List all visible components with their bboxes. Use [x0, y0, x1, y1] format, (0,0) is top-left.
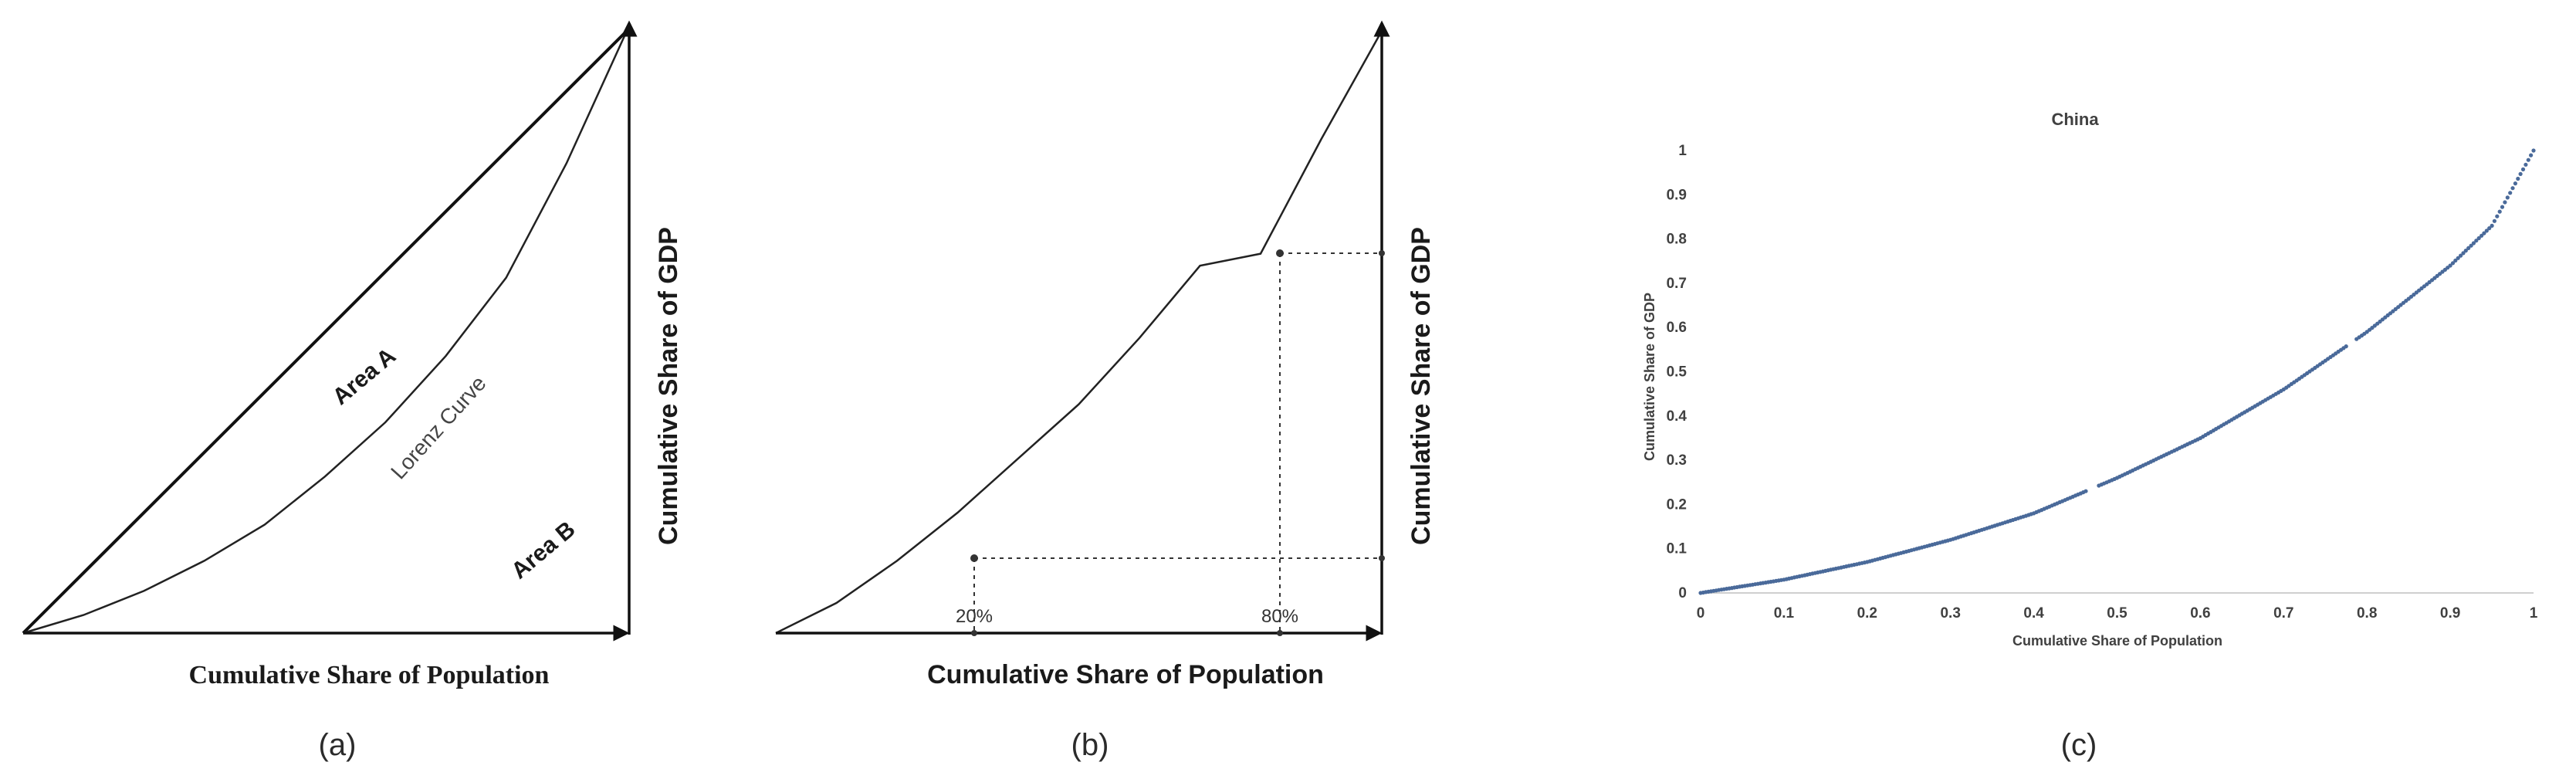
panel-c-data-point	[2510, 186, 2515, 191]
panel-c-data-point	[2476, 235, 2481, 241]
panel-c-x-tick-label: 0	[1697, 605, 1705, 622]
panel-b-axis-point-low	[1379, 555, 1385, 561]
panel-c-data-point	[2344, 344, 2348, 349]
panel-c-y-tick-label: 0.3	[1667, 452, 1687, 469]
panel-c-y-tick-label: 0.9	[1667, 187, 1687, 203]
panel-c-x-tick-label: 0.7	[2273, 605, 2293, 622]
panel-c-x-tick-label: 0.5	[2107, 605, 2127, 622]
panel-c-data-point	[2526, 157, 2530, 162]
panel-c: China 0 0.1 0.2 0.3 0.4 0.5 0.6 0.7 0.8 0.9 1 0 0.1…	[1642, 110, 2538, 762]
panel-c-y-tick-label: 0.1	[1667, 541, 1687, 557]
panel-b-curve	[775, 30, 1383, 635]
panel-c-data-point	[2450, 261, 2456, 266]
panel-a-area-a-label: Area A	[328, 343, 401, 410]
panel-c-data-point	[2490, 223, 2494, 228]
panel-b-caption: (b)	[1071, 728, 1109, 762]
panel-c-x-tick-label: 0.3	[1940, 605, 1960, 622]
panel-c-data-point	[2484, 229, 2489, 233]
panel-a-lorenz-curve	[22, 30, 628, 635]
panel-a-area-b-label: Area B	[506, 517, 580, 584]
panel-c-x-axis-label: Cumulative Share of Population	[2012, 633, 2222, 649]
panel-c-data-point	[2518, 171, 2523, 176]
panel-b-axis-point-high	[1379, 250, 1385, 256]
panel-c-data-point	[2466, 246, 2471, 250]
panel-c-data-point	[2492, 218, 2496, 223]
panel-c-y-axis-label: Cumulative Share of GDP	[1642, 293, 1657, 461]
panel-a-y-axis-label: Cumulative Share of GDP	[654, 227, 683, 545]
panel-c-y-tick-label: 0.7	[1667, 276, 1687, 292]
panel-c-y-tick-label: 0.4	[1667, 408, 1687, 425]
panel-c-data-point	[2083, 489, 2088, 493]
panel-c-data-point	[2480, 233, 2484, 238]
panel-c-data-point	[2529, 153, 2534, 157]
panel-c-data-point	[2500, 205, 2505, 209]
panel-b-xaxis-point-high	[1277, 630, 1283, 636]
panel-c-data-point	[2524, 162, 2528, 167]
panel-c-x-tick-label: 0.4	[2023, 605, 2044, 622]
panel-c-data-point	[2487, 226, 2492, 231]
panel-c-x-tick-label: 0.6	[2190, 605, 2210, 622]
panel-b-marker-80-label: 80%	[1261, 606, 1298, 627]
panel-a-x-axis-label: Cumulative Share of Population	[189, 661, 550, 689]
panel-c-y-tick-label: 0.5	[1667, 364, 1687, 381]
panel-b-xaxis-point-low	[971, 630, 977, 636]
panel-c-x-tick-label: 0.9	[2440, 605, 2460, 622]
panel-b-point-low	[970, 554, 978, 562]
panel-c-data-point	[2513, 181, 2517, 186]
panel-c-x-tick-label: 1	[2530, 605, 2538, 622]
panel-c-data-point	[2497, 209, 2502, 214]
panel-b-point-high	[1276, 249, 1284, 257]
panel-c-scatter-points	[1698, 148, 2536, 595]
panel-c-data-point	[2520, 167, 2526, 171]
panel-c-data-point	[2508, 191, 2513, 195]
panel-c-data-point	[2456, 256, 2460, 260]
panel-b-marker-20-label: 20%	[956, 606, 993, 627]
panel-c-x-tick-label: 0.8	[2357, 605, 2377, 622]
panel-c-data-point	[2471, 241, 2476, 246]
panel-c-data-point	[2469, 243, 2473, 248]
panel-c-data-point	[2463, 249, 2468, 253]
panel-a-diagonal-line	[22, 29, 628, 635]
panel-c-data-point	[2505, 195, 2510, 200]
panel-c-y-tick-label: 0.2	[1667, 496, 1687, 513]
panel-c-caption: (c)	[2061, 728, 2097, 762]
panel-c-data-point	[2503, 200, 2507, 205]
panel-c-data-point	[2531, 148, 2536, 153]
panel-c-y-tick-label: 0	[1678, 585, 1687, 601]
panel-c-data-point	[2474, 239, 2479, 243]
panel-c-data-point	[2459, 253, 2463, 258]
panel-c-x-tick-label: 0.2	[1857, 605, 1877, 622]
panel-b-x-axis-label: Cumulative Share of Population	[927, 660, 1324, 689]
panel-c-data-point	[2448, 263, 2452, 268]
panel-c-y-tick-label: 1	[1678, 143, 1687, 159]
panel-c-y-ticks: 0 0.1 0.2 0.3 0.4 0.5 0.6 0.7 0.8 0.9 1	[1667, 143, 1687, 601]
panel-a-caption: (a)	[319, 728, 357, 762]
panel-b-y-axis-label: Cumulative Share of GDP	[1406, 227, 1436, 545]
panel-c-data-point	[2461, 251, 2466, 256]
panel-c-data-point	[2495, 214, 2500, 218]
panel-c-title: China	[2051, 110, 2099, 129]
panel-c-x-ticks: 0 0.1 0.2 0.3 0.4 0.5 0.6 0.7 0.8 0.9 1	[1697, 605, 2538, 622]
panel-b: 20% 80% Cumulative Share of Population C…	[775, 20, 1436, 762]
panel-c-data-point	[2453, 258, 2458, 263]
panel-c-x-tick-label: 0.1	[1774, 605, 1795, 622]
panel-c-data-point	[2482, 231, 2486, 235]
panel-c-y-tick-label: 0.8	[1667, 232, 1687, 248]
panel-c-data-point	[2516, 176, 2520, 181]
panel-c-y-tick-label: 0.6	[1667, 320, 1687, 336]
panel-a-lorenz-curve-label: Lorenz Curve	[386, 371, 491, 484]
panel-a: Area A Lorenz Curve Area B Cumulative Sh…	[22, 20, 683, 762]
